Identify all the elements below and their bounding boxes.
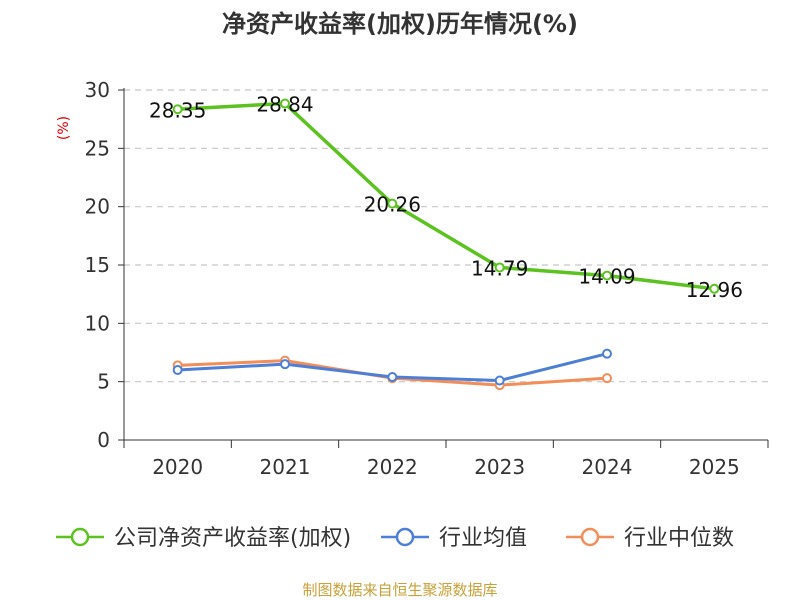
y-tick-label: 30: [85, 78, 110, 102]
data-point: [387, 198, 398, 209]
legend-label: 行业均值: [439, 526, 527, 551]
y-tick-label: 25: [85, 136, 110, 160]
legend-marker: [395, 527, 415, 547]
legend-label: 公司净资产收益率(加权): [114, 526, 351, 551]
series-0: [172, 98, 720, 294]
data-label: 14.09: [578, 265, 635, 289]
data-label: 14.79: [471, 256, 528, 280]
series-line: [175, 101, 717, 291]
data-point: [602, 348, 612, 359]
legend-marker: [580, 527, 600, 547]
legend-item: 行业中位数: [566, 526, 734, 551]
legend-item: 公司净资产收益率(加权): [56, 526, 351, 551]
x-tick-label: 2020: [152, 455, 203, 479]
data-point: [602, 373, 612, 384]
legend-item: 行业均值: [381, 526, 527, 551]
data-point: [494, 375, 505, 386]
series-layer: [172, 98, 720, 391]
data-point: [172, 104, 183, 115]
series-1: [172, 348, 612, 386]
y-tick-label: 5: [97, 370, 110, 394]
data-point: [709, 283, 720, 294]
data-point: [280, 98, 290, 109]
data-label: 20.26: [364, 193, 421, 217]
data-label: 28.35: [149, 98, 206, 122]
data-point: [494, 262, 505, 273]
data-point: [280, 359, 290, 370]
data-label: 12.96: [686, 278, 743, 302]
legend-label: 行业中位数: [624, 526, 734, 551]
y-tick-label: 20: [85, 195, 110, 219]
x-tick-label: 2023: [474, 455, 525, 479]
y-tick-label: 0: [97, 428, 110, 452]
chart-title: 净资产收益率(加权)历年情况(%): [222, 10, 578, 38]
y-tick-label: 10: [85, 311, 110, 335]
y-tick-label: 15: [85, 253, 110, 277]
x-tick-label: 2024: [582, 455, 633, 479]
data-point: [172, 365, 183, 375]
x-tick-label: 2022: [367, 455, 418, 479]
source-note: 制图数据来自恒生聚源数据库: [302, 581, 497, 599]
legend-marker: [70, 527, 90, 547]
y-axis-label: (%): [56, 116, 72, 140]
data-point: [602, 270, 612, 281]
x-tick-label: 2025: [689, 455, 740, 479]
data-labels: 28.35 28.84 20.26 14.79 14.09 12.96: [149, 93, 743, 302]
data-point: [387, 372, 398, 382]
legend: 公司净资产收益率(加权) 行业均值 行业中位数: [56, 526, 734, 551]
x-tick-label: 2021: [260, 455, 311, 479]
data-label: 28.84: [256, 93, 313, 117]
